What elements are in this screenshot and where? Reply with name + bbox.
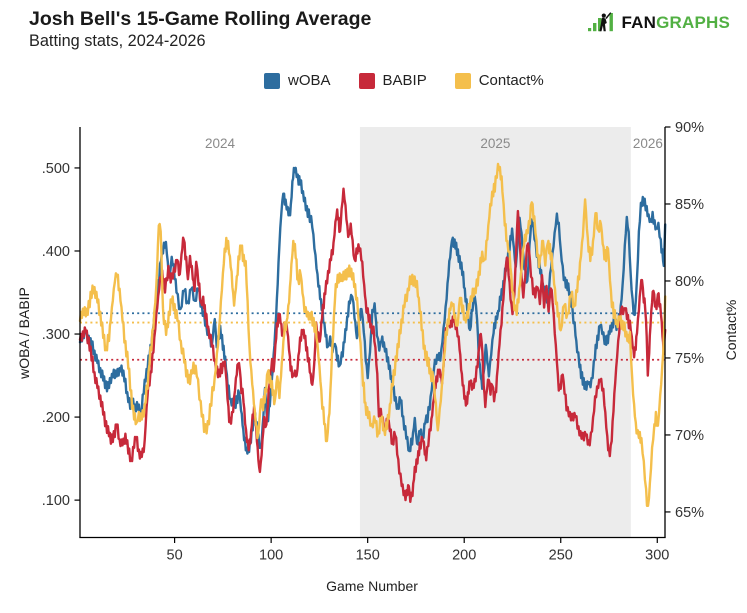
legend-item-babip: BABIP [358, 72, 427, 89]
y-left-tick-label: .400 [42, 244, 70, 260]
y-axis-title-left: wOBA / BABIP [16, 287, 32, 379]
series-line-Contact% [78, 162, 667, 507]
x-tick-label: 100 [259, 548, 283, 564]
y-left-tick-label: .500 [42, 161, 70, 177]
x-tick-label: 150 [356, 548, 380, 564]
y-left-tick-label: .300 [42, 327, 70, 343]
legend-item-contact: Contact% [454, 72, 544, 89]
x-tick-label: 50 [167, 548, 183, 564]
y-right-tick-label: 70% [675, 428, 704, 444]
x-tick-label: 200 [452, 548, 476, 564]
page-subtitle: Batting stats, 2024-2026 [29, 32, 206, 50]
logo-graphs: GRAPHS [656, 13, 730, 32]
y-right-tick-label: 85% [675, 197, 704, 213]
x-axis-title: Game Number [326, 578, 418, 594]
legend-swatch-woba [264, 72, 280, 89]
legend-item-woba: wOBA [264, 72, 331, 89]
legend-label-babip: BABIP [382, 72, 427, 89]
legend-swatch-babip [358, 72, 375, 89]
y-right-tick-label: 65% [675, 505, 704, 521]
fangraphs-batter-icon [588, 12, 614, 32]
legend-label-contact: Contact% [478, 72, 544, 89]
legend-swatch-contact [454, 72, 471, 89]
fangraphs-logo: FANGRAPHS [587, 11, 730, 33]
legend-label-woba: wOBA [288, 72, 331, 89]
season-label-2024: 2024 [205, 136, 236, 151]
chart-legend: wOBA BABIP Contact% [264, 72, 544, 89]
season-label-2025: 2025 [480, 136, 510, 151]
series-line-BABIP [78, 187, 667, 503]
logo-fan: FAN [621, 13, 657, 32]
page-title: Josh Bell's 15-Game Rolling Average [29, 8, 372, 30]
season-label-2026: 2026 [633, 136, 663, 151]
y-left-tick-label: .200 [42, 410, 70, 426]
x-tick-label: 300 [645, 548, 669, 564]
season-band-2025 [359, 127, 631, 538]
series-line-wOBA [78, 166, 667, 455]
y-axis-title-right: Contact% [723, 299, 739, 361]
y-right-tick-label: 90% [675, 120, 704, 136]
x-tick-label: 250 [549, 548, 573, 564]
y-left-tick-label: .100 [42, 493, 70, 509]
y-right-tick-label: 80% [675, 274, 704, 290]
y-right-tick-label: 75% [675, 351, 704, 367]
